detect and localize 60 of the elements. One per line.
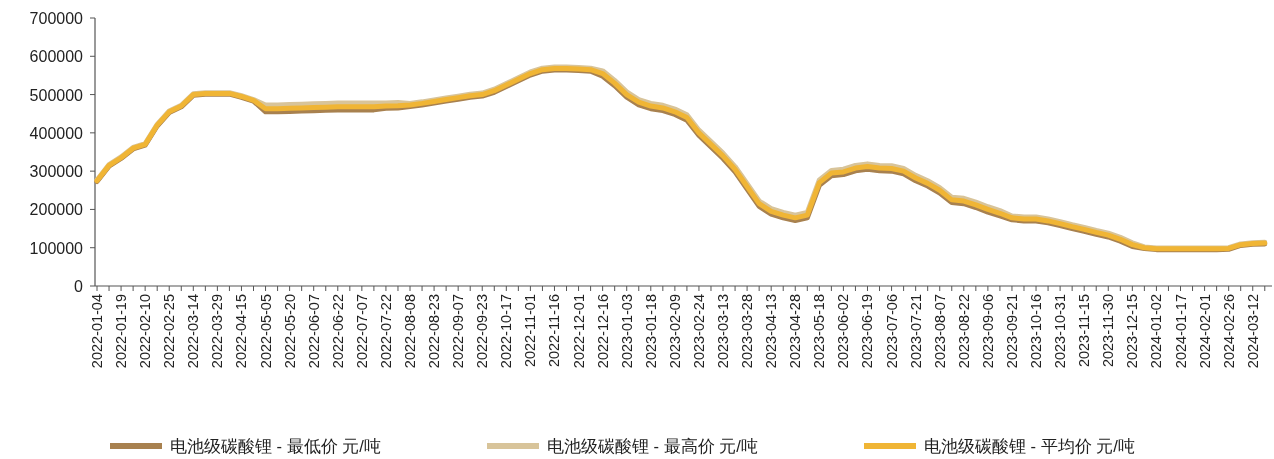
x-tick-label: 2023-02-09 [666,294,683,369]
x-tick-label: 2022-08-23 [426,294,443,369]
x-tick-label: 2022-12-01 [570,294,587,369]
x-tick-label: 2023-09-06 [979,294,996,369]
x-tick-label: 2023-06-02 [835,294,852,369]
x-tick-label: 2023-07-06 [883,294,900,369]
x-tick-label: 2022-10-17 [498,294,515,369]
x-tick-label: 2023-11-15 [1076,294,1093,368]
legend-label: 电池级碳酸锂 - 平均价 元/吨 [924,437,1135,455]
x-tick-label: 2023-03-13 [715,294,732,369]
x-tick-label: 2022-09-07 [450,294,467,369]
y-tick-label: 500000 [29,86,84,104]
x-tick-label: 2022-11-16 [546,294,563,368]
x-tick-label: 2023-12-15 [1124,294,1141,369]
x-tick-label: 2022-07-07 [353,294,370,369]
x-tick-label: 2023-02-24 [690,294,707,369]
x-tick-label: 2022-02-25 [161,294,178,369]
x-tick-label: 2023-03-28 [739,294,756,369]
x-tick-label: 2024-03-12 [1244,294,1261,369]
y-tick-label: 0 [74,278,84,295]
x-tick-label: 2022-01-04 [89,294,105,369]
x-tick-label: 2023-06-19 [859,294,876,369]
x-tick-label: 2023-10-31 [1052,294,1069,369]
x-tick-label: 2023-10-16 [1028,294,1045,369]
x-tick-label: 2022-08-08 [402,294,419,369]
x-tick-label: 2023-08-07 [931,294,948,369]
x-tick-label: 2024-02-01 [1196,294,1213,369]
y-tick-label: 600000 [29,48,84,66]
x-tick-label: 2023-01-18 [642,294,659,369]
x-tick-label: 2022-12-16 [594,294,611,369]
x-tick-label: 2022-02-10 [137,294,154,369]
x-tick-label: 2024-01-17 [1172,294,1189,369]
x-tick-label: 2022-07-22 [377,294,394,369]
x-tick-label: 2022-03-14 [185,294,202,369]
x-tick-label: 2023-04-13 [763,294,780,369]
x-tick-label: 2024-01-02 [1148,294,1165,369]
x-tick-label: 2022-04-15 [233,294,250,369]
x-tick-label: 2022-06-07 [305,294,322,369]
legend-label: 电池级碳酸锂 - 最高价 元/吨 [547,437,758,455]
x-tick-label: 2023-11-30 [1100,294,1117,368]
x-tick-label: 2023-04-28 [787,294,804,369]
x-tick-label: 2022-09-23 [474,294,491,369]
x-tick-label: 2024-02-26 [1220,294,1237,369]
y-tick-label: 100000 [29,239,84,257]
x-tick-label: 2022-11-01 [522,294,539,368]
x-tick-label: 2023-09-21 [1003,294,1020,369]
x-tick-label: 2022-03-29 [209,294,226,369]
x-tick-label: 2022-05-05 [257,294,274,369]
legend-label: 电池级碳酸锂 - 最低价 元/吨 [170,437,381,455]
x-tick-label: 2023-01-03 [618,294,635,369]
y-tick-label: 700000 [29,10,84,27]
x-tick-label: 2023-07-21 [907,294,924,369]
y-tick-label: 200000 [29,201,84,219]
x-tick-label: 2022-05-20 [281,294,298,369]
x-tick-label: 2022-06-22 [329,294,346,369]
x-tick-label: 2022-01-19 [113,294,130,369]
x-tick-label: 2023-08-22 [955,294,972,369]
x-tick-label: 2023-05-18 [811,294,828,369]
y-tick-label: 300000 [29,163,84,181]
y-tick-label: 400000 [29,124,84,142]
